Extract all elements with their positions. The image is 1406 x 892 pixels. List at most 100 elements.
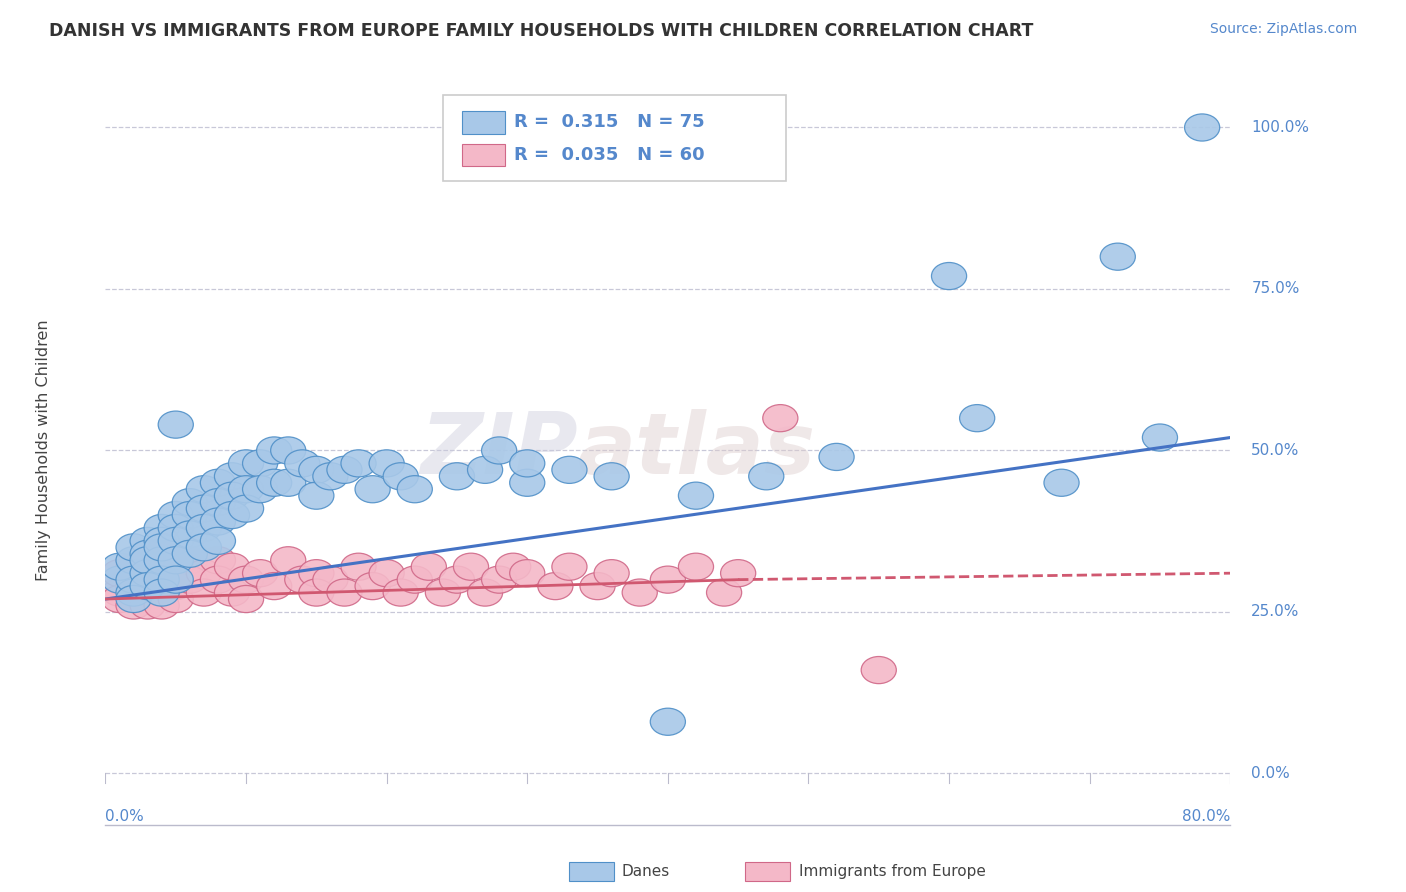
Ellipse shape	[229, 495, 264, 522]
Text: 0.0%: 0.0%	[1251, 766, 1291, 780]
Ellipse shape	[271, 469, 307, 496]
Ellipse shape	[173, 521, 208, 548]
Ellipse shape	[115, 566, 152, 593]
Ellipse shape	[425, 579, 461, 607]
Ellipse shape	[103, 559, 138, 587]
Ellipse shape	[201, 547, 236, 574]
Ellipse shape	[678, 482, 714, 509]
Ellipse shape	[621, 579, 658, 607]
Ellipse shape	[173, 541, 208, 567]
Ellipse shape	[103, 585, 138, 613]
Ellipse shape	[201, 469, 236, 496]
Ellipse shape	[186, 533, 222, 561]
Ellipse shape	[145, 579, 180, 607]
Ellipse shape	[960, 405, 995, 432]
Text: Danes: Danes	[621, 864, 669, 879]
Ellipse shape	[243, 450, 278, 477]
Ellipse shape	[145, 559, 180, 587]
Ellipse shape	[229, 585, 264, 613]
Ellipse shape	[398, 475, 433, 503]
Ellipse shape	[467, 579, 503, 607]
Ellipse shape	[173, 489, 208, 516]
Ellipse shape	[650, 566, 686, 593]
Ellipse shape	[145, 541, 180, 567]
Ellipse shape	[131, 573, 166, 599]
Ellipse shape	[467, 457, 503, 483]
Text: atlas: atlas	[578, 409, 815, 492]
Ellipse shape	[439, 463, 475, 490]
Ellipse shape	[131, 579, 166, 607]
Ellipse shape	[145, 527, 180, 555]
Ellipse shape	[215, 482, 250, 509]
Ellipse shape	[257, 437, 292, 464]
Ellipse shape	[159, 515, 194, 541]
Ellipse shape	[201, 527, 236, 555]
Ellipse shape	[593, 559, 630, 587]
Ellipse shape	[243, 559, 278, 587]
Ellipse shape	[159, 553, 194, 581]
Ellipse shape	[201, 566, 236, 593]
Ellipse shape	[159, 527, 194, 555]
Ellipse shape	[173, 566, 208, 593]
Ellipse shape	[115, 579, 152, 607]
Ellipse shape	[159, 411, 194, 438]
Ellipse shape	[229, 566, 264, 593]
Ellipse shape	[145, 592, 180, 619]
Ellipse shape	[707, 579, 742, 607]
Ellipse shape	[145, 533, 180, 561]
Ellipse shape	[299, 457, 335, 483]
Ellipse shape	[131, 547, 166, 574]
Ellipse shape	[159, 547, 194, 574]
Ellipse shape	[201, 489, 236, 516]
Ellipse shape	[368, 559, 405, 587]
Ellipse shape	[201, 508, 236, 535]
Ellipse shape	[103, 566, 138, 593]
Ellipse shape	[173, 547, 208, 574]
Ellipse shape	[131, 527, 166, 555]
Ellipse shape	[115, 573, 152, 599]
Ellipse shape	[299, 482, 335, 509]
Text: 0.0%: 0.0%	[105, 809, 145, 824]
Ellipse shape	[354, 573, 389, 599]
Ellipse shape	[340, 450, 377, 477]
Ellipse shape	[551, 553, 588, 581]
Ellipse shape	[186, 579, 222, 607]
Ellipse shape	[860, 657, 897, 683]
Ellipse shape	[115, 566, 152, 593]
Ellipse shape	[368, 450, 405, 477]
Text: R =  0.315   N = 75: R = 0.315 N = 75	[513, 113, 704, 131]
Text: Source: ZipAtlas.com: Source: ZipAtlas.com	[1209, 22, 1357, 37]
Ellipse shape	[159, 501, 194, 529]
Ellipse shape	[285, 450, 321, 477]
Ellipse shape	[510, 469, 546, 496]
Ellipse shape	[299, 579, 335, 607]
Ellipse shape	[314, 566, 349, 593]
Ellipse shape	[145, 579, 180, 607]
Text: 80.0%: 80.0%	[1182, 809, 1230, 824]
Ellipse shape	[1142, 424, 1178, 451]
Ellipse shape	[229, 450, 264, 477]
Ellipse shape	[299, 559, 335, 587]
FancyBboxPatch shape	[463, 144, 505, 167]
Text: R =  0.035   N = 60: R = 0.035 N = 60	[513, 146, 704, 164]
Ellipse shape	[186, 559, 222, 587]
Ellipse shape	[537, 573, 574, 599]
Ellipse shape	[354, 475, 389, 503]
Ellipse shape	[145, 515, 180, 541]
Ellipse shape	[398, 566, 433, 593]
Ellipse shape	[186, 515, 222, 541]
Ellipse shape	[115, 585, 152, 613]
Ellipse shape	[229, 475, 264, 503]
Ellipse shape	[115, 592, 152, 619]
Ellipse shape	[482, 566, 517, 593]
Ellipse shape	[131, 559, 166, 587]
Ellipse shape	[439, 566, 475, 593]
Text: Immigrants from Europe: Immigrants from Europe	[799, 864, 986, 879]
Text: 25.0%: 25.0%	[1251, 605, 1299, 619]
Ellipse shape	[271, 547, 307, 574]
Ellipse shape	[115, 547, 152, 574]
Ellipse shape	[579, 573, 616, 599]
Ellipse shape	[186, 495, 222, 522]
Ellipse shape	[482, 437, 517, 464]
Ellipse shape	[215, 463, 250, 490]
